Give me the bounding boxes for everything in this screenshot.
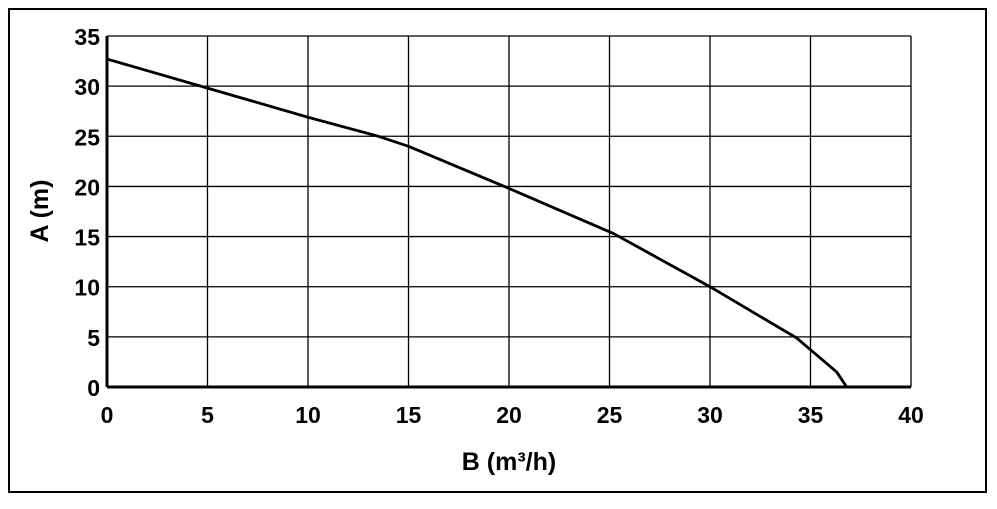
y-tick-label: 25 [74, 124, 100, 150]
x-tick-label: 40 [898, 402, 924, 428]
x-tick-label: 10 [295, 402, 321, 428]
y-tick-label: 35 [74, 24, 100, 50]
curve-line [106, 57, 848, 388]
y-tick-label: 5 [87, 325, 100, 351]
y-tick-label: 15 [74, 225, 100, 251]
y-tick-label: 20 [74, 174, 100, 200]
y-tick-label: 10 [74, 275, 100, 301]
chart-frame [8, 8, 987, 493]
grid [105, 35, 912, 389]
x-axis-label: B (m³/h) [462, 448, 556, 476]
x-tick-label: 15 [396, 402, 422, 428]
x-tick-label: 20 [496, 402, 522, 428]
tick-labels: 0 5 10 15 20 25 30 35 40 0 5 10 15 20 25 30 35 [74, 24, 923, 428]
series [106, 57, 848, 388]
y-tick-label: 0 [87, 375, 100, 401]
x-tick-label: 25 [597, 402, 623, 428]
x-tick-label: 5 [201, 402, 214, 428]
x-tick-label: 0 [101, 402, 114, 428]
x-tick-label: 30 [697, 402, 723, 428]
y-axis-label: A (m) [26, 180, 54, 243]
y-tick-label: 30 [74, 74, 100, 100]
x-tick-label: 35 [798, 402, 824, 428]
